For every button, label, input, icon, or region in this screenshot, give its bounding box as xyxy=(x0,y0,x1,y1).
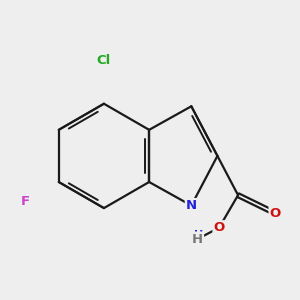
Text: F: F xyxy=(20,195,29,208)
Text: O: O xyxy=(214,221,225,234)
Text: N: N xyxy=(186,199,197,212)
Text: H: H xyxy=(192,232,203,245)
Text: O: O xyxy=(269,207,281,220)
Text: H: H xyxy=(194,230,203,240)
Text: Cl: Cl xyxy=(97,55,111,68)
